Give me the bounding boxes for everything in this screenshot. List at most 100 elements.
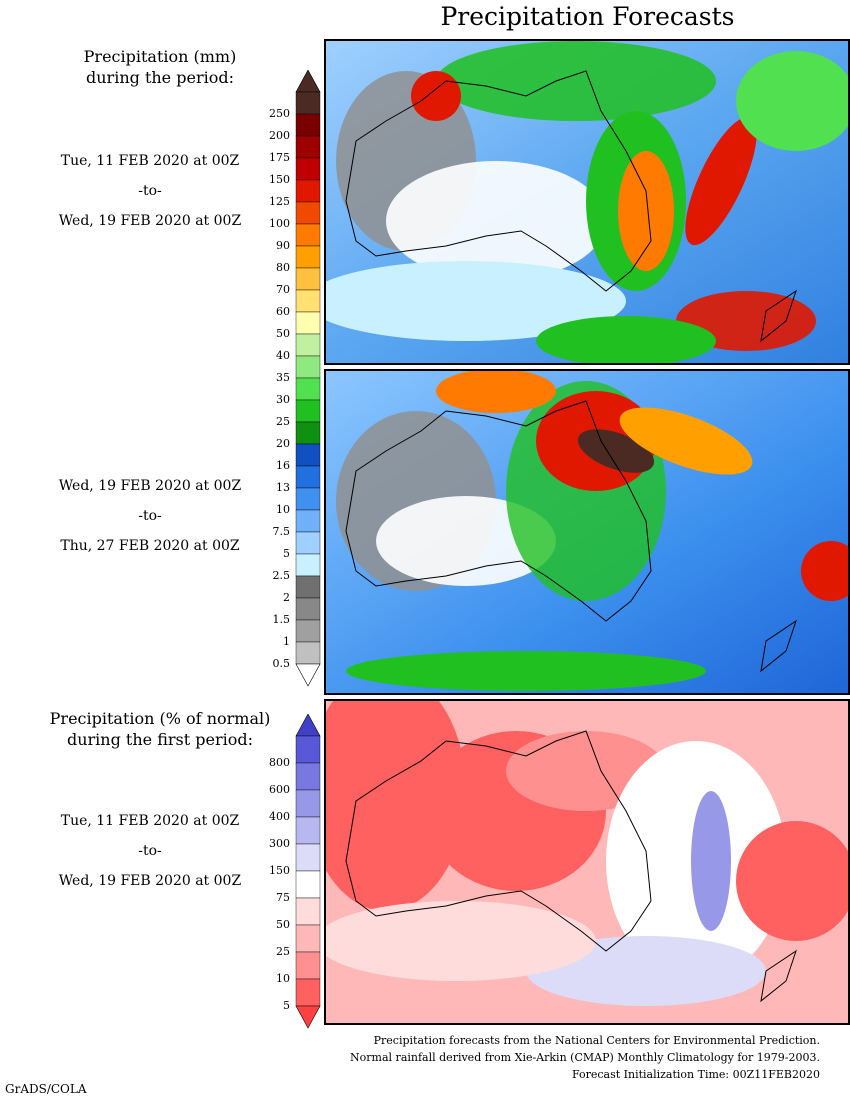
precip-colorbar-swatch xyxy=(295,201,321,225)
pct-colorbar-tick-label: 800 xyxy=(269,756,290,769)
precip-colorbar-top-arrow xyxy=(295,70,321,93)
pct-colorbar-tick-label: 25 xyxy=(276,945,290,958)
precip-colorbar-swatch xyxy=(295,553,321,577)
pct-colorbar-tick-label: 75 xyxy=(276,891,290,904)
precip-colorbar-tick-label: 70 xyxy=(276,283,290,296)
precip-colorbar-swatch xyxy=(295,91,321,115)
credit-cmap: Normal rainfall derived from Xie-Arkin (… xyxy=(350,1051,820,1064)
pct-colorbar-swatch xyxy=(295,951,321,980)
precip-colorbar-swatch xyxy=(295,531,321,555)
pct-colorbar-tick-label: 600 xyxy=(269,783,290,796)
pct-colorbar-swatch xyxy=(295,897,321,926)
period3-end: Wed, 19 FEB 2020 at 00Z xyxy=(58,873,242,889)
precip-colorbar-swatch xyxy=(295,113,321,137)
precip-colorbar-swatch xyxy=(295,641,321,665)
period3-sep: -to- xyxy=(138,843,162,859)
period1-sep: -to- xyxy=(138,183,162,199)
precip-colorbar-tick-label: 25 xyxy=(276,415,290,428)
precip-colorbar-tick-label: 250 xyxy=(269,107,290,120)
precip-colorbar-swatch xyxy=(295,465,321,489)
precip-colorbar-swatch xyxy=(295,311,321,335)
pct-legend-title-line2: during the first period: xyxy=(66,730,254,749)
period2-sep: -to- xyxy=(138,508,162,524)
pct-colorbar-tick-label: 5 xyxy=(283,999,290,1012)
pct-colorbar-swatch xyxy=(295,816,321,845)
precip-colorbar-swatch xyxy=(295,443,321,467)
precip-colorbar-swatch xyxy=(295,157,321,181)
pct-colorbar-tick-label: 10 xyxy=(276,972,290,985)
precip-colorbar-tick-label: 80 xyxy=(276,261,290,274)
map-panel-week2 xyxy=(324,369,850,695)
precip-colorbar-tick-label: 0.5 xyxy=(272,657,291,670)
precip-colorbar-tick-label: 50 xyxy=(276,327,290,340)
precip-colorbar-tick-label: 90 xyxy=(276,239,290,252)
map-panel-percent-normal xyxy=(324,699,850,1025)
precip-colorbar-swatch xyxy=(295,377,321,401)
precip-colorbar-bottom-arrow xyxy=(295,663,321,687)
precip-legend-title-line1: Precipitation (mm) xyxy=(83,47,237,66)
precip-colorbar-tick-label: 100 xyxy=(269,217,290,230)
precip-colorbar-tick-label: 35 xyxy=(276,371,290,384)
pct-colorbar-swatch xyxy=(295,843,321,872)
pct-colorbar-swatch xyxy=(295,762,321,791)
precip-colorbar-tick-label: 1 xyxy=(283,635,290,648)
precip-colorbar-swatch xyxy=(295,619,321,643)
precip-colorbar-tick-label: 2.5 xyxy=(272,569,291,582)
precip-colorbar-tick-label: 40 xyxy=(276,349,290,362)
precip-colorbar-tick-label: 16 xyxy=(276,459,290,472)
precip-colorbar-tick-label: 7.5 xyxy=(272,525,291,538)
pct-colorbar-top-arrow xyxy=(295,714,321,737)
precip-colorbar-tick-label: 150 xyxy=(269,173,290,186)
pct-colorbar xyxy=(295,714,321,1029)
precip-colorbar-tick-label: 125 xyxy=(269,195,290,208)
period1-start: Tue, 11 FEB 2020 at 00Z xyxy=(60,153,240,169)
pct-colorbar-swatch xyxy=(295,978,321,1007)
precip-colorbar-tick-label: 1.5 xyxy=(272,613,291,626)
precip-colorbar-tick-label: 2 xyxy=(283,591,290,604)
pct-colorbar-tick-label: 50 xyxy=(276,918,290,931)
period2-end: Thu, 27 FEB 2020 at 00Z xyxy=(60,538,240,554)
pct-colorbar-tick-label: 300 xyxy=(269,837,290,850)
precip-colorbar-swatch xyxy=(295,355,321,379)
credit-init-time: Forecast Initialization Time: 00Z11FEB20… xyxy=(571,1068,820,1081)
precip-map-week2 xyxy=(326,371,848,693)
precip-colorbar-tick-label: 200 xyxy=(269,129,290,142)
percent-normal-map xyxy=(326,701,848,1023)
precip-colorbar-swatch xyxy=(295,509,321,533)
map-panel-week1 xyxy=(324,39,850,365)
precip-colorbar-swatch xyxy=(295,421,321,445)
precip-colorbar-swatch xyxy=(295,399,321,423)
precip-colorbar-swatch xyxy=(295,487,321,511)
pct-colorbar-swatch xyxy=(295,924,321,953)
precip-legend-title: Precipitation (mm) during the period: xyxy=(0,46,320,88)
period2-start: Wed, 19 FEB 2020 at 00Z xyxy=(58,478,242,494)
page-title: Precipitation Forecasts xyxy=(440,2,735,31)
precip-colorbar-swatch xyxy=(295,575,321,599)
pct-colorbar-swatch xyxy=(295,789,321,818)
precip-colorbar-tick-label: 60 xyxy=(276,305,290,318)
precip-colorbar-swatch xyxy=(295,135,321,159)
precip-colorbar-tick-label: 13 xyxy=(276,481,290,494)
software-credit: GrADS/COLA xyxy=(5,1082,87,1096)
pct-colorbar-tick-label: 150 xyxy=(269,864,290,877)
precip-colorbar-swatch xyxy=(295,267,321,291)
period1-end: Wed, 19 FEB 2020 at 00Z xyxy=(58,213,242,229)
precip-colorbar-tick-label: 5 xyxy=(283,547,290,560)
pct-colorbar-swatch xyxy=(295,870,321,899)
precip-colorbar-tick-label: 175 xyxy=(269,151,290,164)
precip-colorbar-swatch xyxy=(295,597,321,621)
precip-colorbar-swatch xyxy=(295,245,321,269)
precip-colorbar-swatch xyxy=(295,223,321,247)
precip-colorbar xyxy=(295,70,321,687)
pct-colorbar-swatch xyxy=(295,735,321,764)
precip-colorbar-swatch xyxy=(295,179,321,203)
precip-colorbar-tick-label: 20 xyxy=(276,437,290,450)
period3-start: Tue, 11 FEB 2020 at 00Z xyxy=(60,813,240,829)
pct-legend-title: Precipitation (% of normal) during the f… xyxy=(0,708,320,750)
credit-ncep: Precipitation forecasts from the Nationa… xyxy=(373,1034,820,1047)
precip-colorbar-swatch xyxy=(295,333,321,357)
precip-colorbar-swatch xyxy=(295,289,321,313)
precip-colorbar-tick-label: 10 xyxy=(276,503,290,516)
pct-colorbar-bottom-arrow xyxy=(295,1005,321,1029)
precip-map-week1 xyxy=(326,41,848,363)
